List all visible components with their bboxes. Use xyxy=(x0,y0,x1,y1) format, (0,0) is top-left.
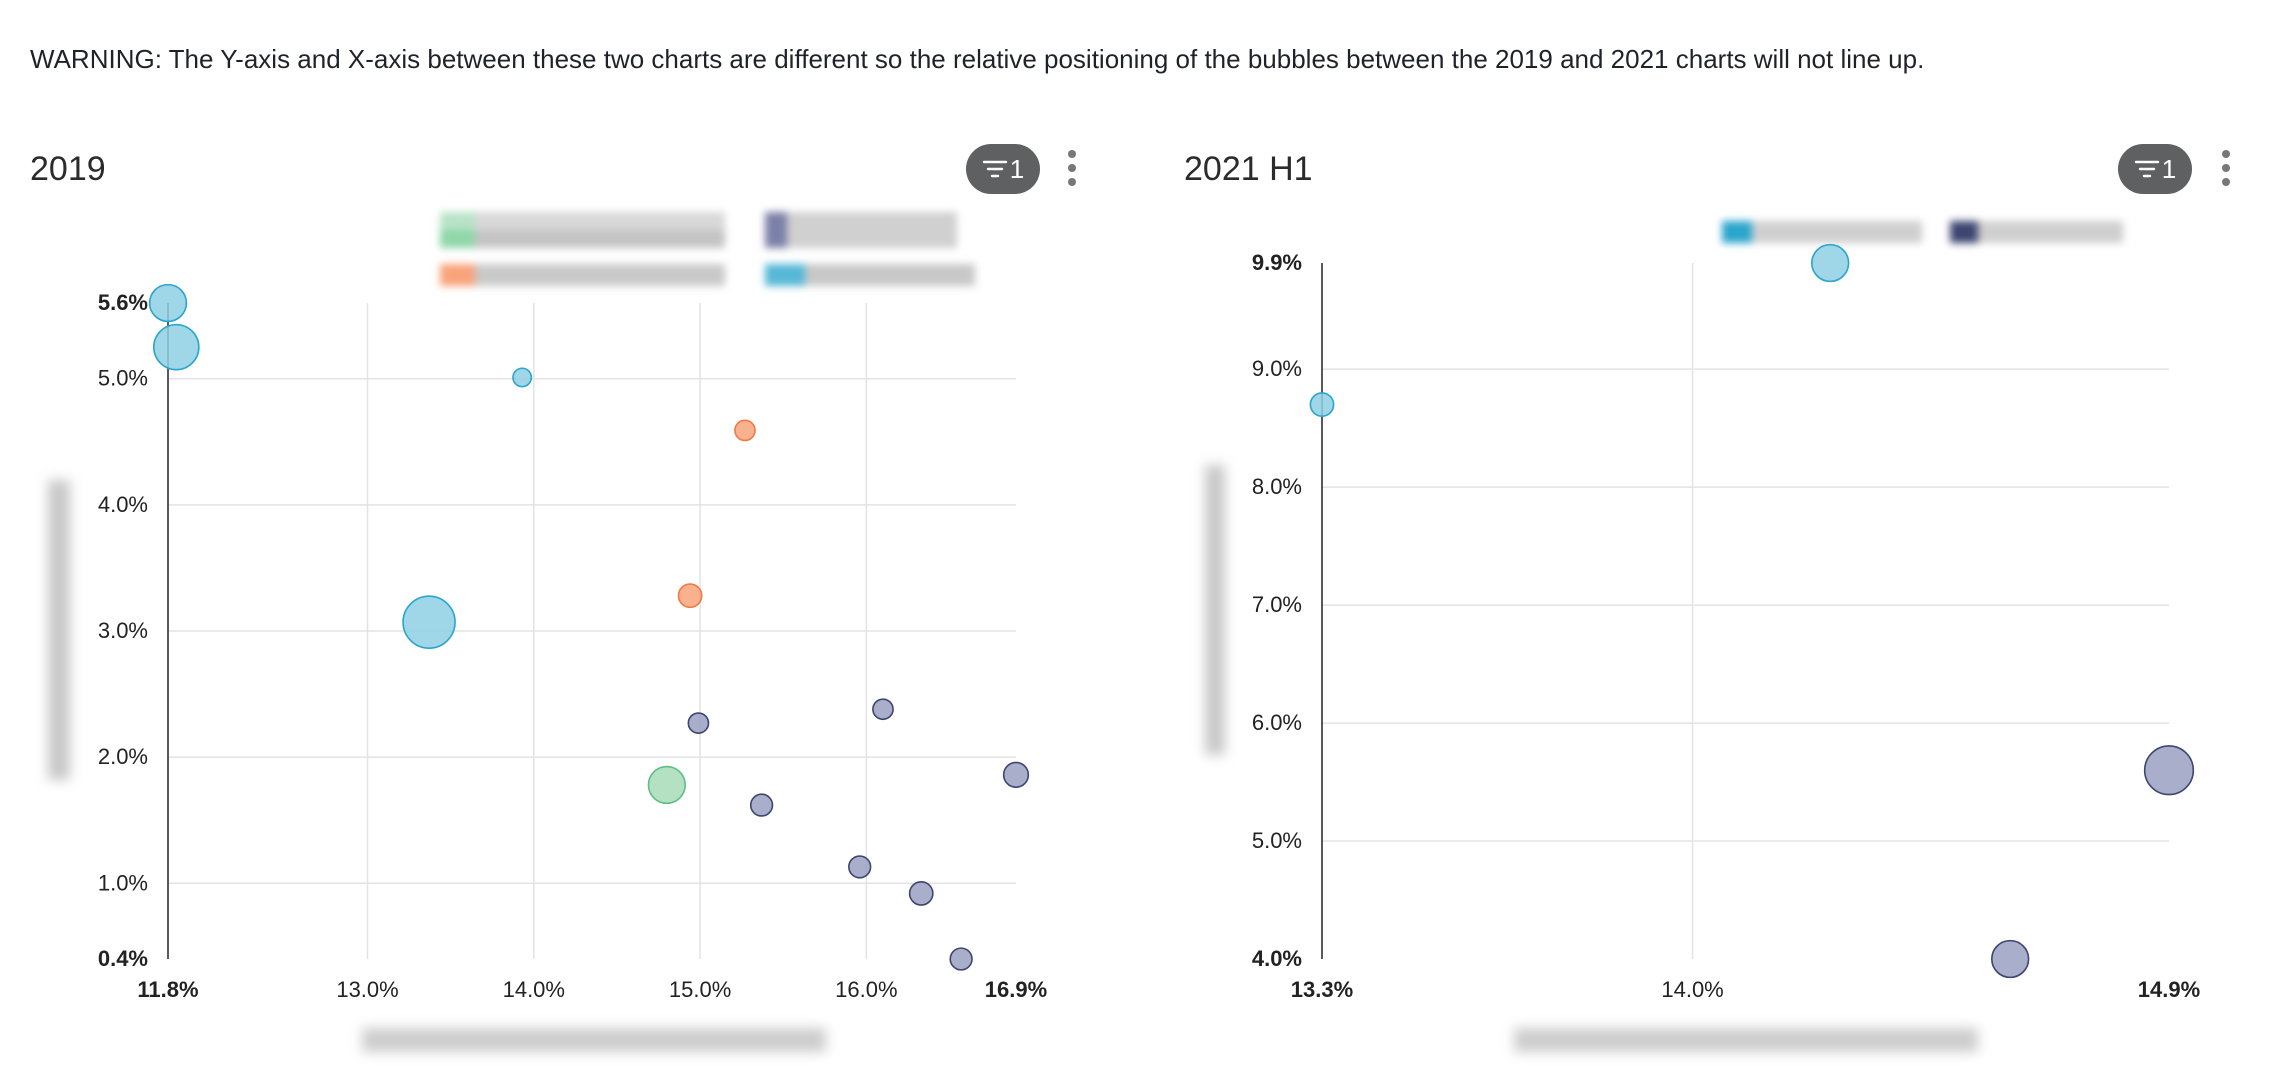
x-tick-label: 14.0% xyxy=(503,977,565,1002)
x-tick-label: 14.0% xyxy=(1661,977,1723,1002)
x-tick-label: 11.8% xyxy=(137,977,198,1002)
chart-title-2021h1: 2021 H1 xyxy=(1184,150,1313,188)
x-tick-label: 13.3% xyxy=(1291,977,1353,1002)
filter-icon xyxy=(2134,160,2159,178)
x-tick-label: 16.0% xyxy=(835,977,897,1002)
y-tick-label: 9.9% xyxy=(1252,250,1302,275)
ylabel-2019-obscured xyxy=(48,480,70,780)
filter-count: 1 xyxy=(1009,153,1025,184)
ylabel-2021-obscured xyxy=(1205,465,1225,755)
chart-2021h1: 4.0% 5.0% 6.0% 7.0% 8.0% 9.0% 9.9% 13.3% 14.0% 14… xyxy=(1252,243,2200,1002)
more-vertical-icon[interactable] xyxy=(1065,150,1079,186)
bubble-point[interactable] xyxy=(512,367,533,388)
chart-title-2019: 2019 xyxy=(30,150,106,188)
y-tick-label: 3.0% xyxy=(98,618,148,643)
y-tick-label: 8.0% xyxy=(1252,474,1302,499)
bubble-point[interactable] xyxy=(402,595,456,649)
chart-2019: 0.4% 1.0% 2.0% 3.0% 4.0% 5.0% 5.6% 11.8% 13.0% 14… xyxy=(98,283,1047,1002)
more-vertical-icon[interactable] xyxy=(2219,150,2233,186)
bubble-point[interactable] xyxy=(749,793,774,817)
bubble-point[interactable] xyxy=(1309,392,1335,417)
y-tick-label: 2.0% xyxy=(98,744,148,769)
bubble-point[interactable] xyxy=(1811,243,1850,283)
bubble-point[interactable] xyxy=(872,698,894,721)
bubble-point[interactable] xyxy=(848,855,872,879)
filter-icon xyxy=(982,160,1007,178)
y-tick-label: 6.0% xyxy=(1252,710,1302,735)
y-tick-label: 5.0% xyxy=(1252,828,1302,853)
y-tick-label: 9.0% xyxy=(1252,356,1302,381)
bubble-point[interactable] xyxy=(677,583,703,609)
x-tick-label: 13.0% xyxy=(336,977,398,1002)
y-tick-label: 5.0% xyxy=(98,366,148,391)
filter-count: 1 xyxy=(2161,153,2177,184)
bubble-point[interactable] xyxy=(2143,745,2195,796)
bubble-point[interactable] xyxy=(949,947,973,971)
bubble-point[interactable] xyxy=(687,712,710,734)
x-tick-label: 16.9% xyxy=(985,977,1047,1002)
warning-text: WARNING: The Y-axis and X-axis between t… xyxy=(30,44,1925,74)
filter-button-2019[interactable]: 1 xyxy=(966,144,1040,194)
y-tick-label: 0.4% xyxy=(98,946,148,971)
bubble-point[interactable] xyxy=(1002,761,1030,788)
y-tick-label: 5.6% xyxy=(98,290,148,315)
x-tick-label: 14.9% xyxy=(2138,977,2200,1002)
bubble-point[interactable] xyxy=(148,283,188,323)
bubble-point[interactable] xyxy=(734,419,756,442)
y-tick-label: 4.0% xyxy=(1252,946,1302,971)
bubble-point[interactable] xyxy=(1991,939,2030,979)
y-tick-label: 1.0% xyxy=(98,870,148,895)
legend-2021-obscured xyxy=(1722,221,2123,243)
legend-2019-obscured xyxy=(440,212,975,286)
y-tick-label: 7.0% xyxy=(1252,592,1302,617)
x-tick-label: 15.0% xyxy=(669,977,731,1002)
bubble-point[interactable] xyxy=(152,323,200,371)
bubble-point[interactable] xyxy=(908,880,934,906)
bubble-point[interactable] xyxy=(647,765,687,805)
y-tick-label: 4.0% xyxy=(98,492,148,517)
filter-button-2021h1[interactable]: 1 xyxy=(2118,144,2192,194)
xlabel-2021-obscured xyxy=(1514,1028,1978,1052)
xlabel-2019-obscured xyxy=(362,1028,826,1052)
